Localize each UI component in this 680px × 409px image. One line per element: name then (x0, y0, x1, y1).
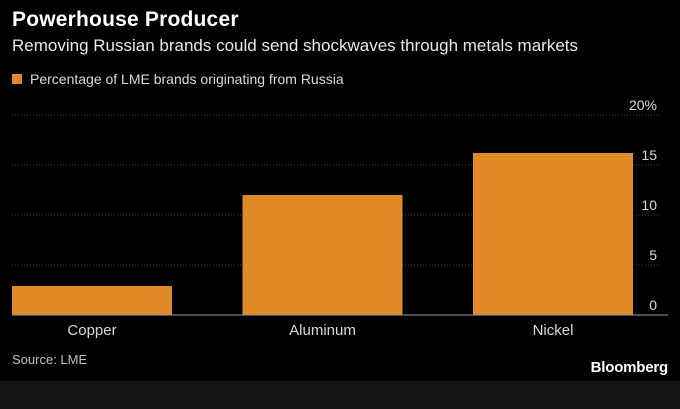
bar-copper (12, 286, 172, 315)
y-tick-label: 0 (649, 297, 657, 313)
legend: Percentage of LME brands originating fro… (12, 71, 344, 87)
bloomberg-logo: Bloomberg (590, 359, 669, 376)
bar-nickel (473, 153, 633, 315)
x-tick-label: Copper (67, 322, 116, 339)
legend-label: Percentage of LME brands originating fro… (30, 71, 344, 87)
y-tick-label: 5 (649, 247, 657, 263)
x-tick-label: Nickel (533, 322, 574, 339)
y-tick-label: 20% (629, 97, 657, 113)
x-tick-label: Aluminum (289, 322, 356, 339)
chart-title: Powerhouse Producer (12, 8, 239, 31)
source-note: Source: LME (12, 352, 88, 367)
y-tick-label: 10 (641, 197, 657, 213)
footer-bar (0, 381, 680, 409)
bar-aluminum (242, 195, 403, 315)
chart-subtitle: Removing Russian brands could send shock… (12, 36, 578, 55)
bar-chart: 0 5 10 15 20% Copper Aluminum Nickel (12, 97, 668, 339)
legend-swatch (12, 74, 22, 84)
y-tick-label: 15 (641, 147, 657, 163)
